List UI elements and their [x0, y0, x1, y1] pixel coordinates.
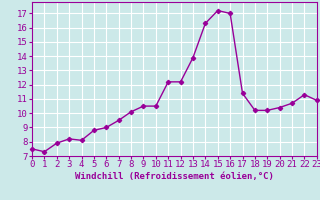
X-axis label: Windchill (Refroidissement éolien,°C): Windchill (Refroidissement éolien,°C): [75, 172, 274, 181]
